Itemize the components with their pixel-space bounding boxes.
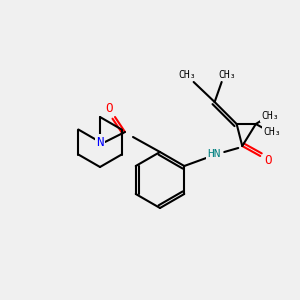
Text: O: O — [265, 154, 272, 166]
Text: CH₃: CH₃ — [261, 111, 279, 121]
Text: CH₃: CH₃ — [219, 70, 236, 80]
Text: HN: HN — [208, 149, 221, 159]
Text: CH₃: CH₃ — [179, 70, 196, 80]
Text: CH₃: CH₃ — [263, 127, 281, 137]
Text: O: O — [105, 103, 113, 116]
Text: N: N — [96, 136, 104, 148]
